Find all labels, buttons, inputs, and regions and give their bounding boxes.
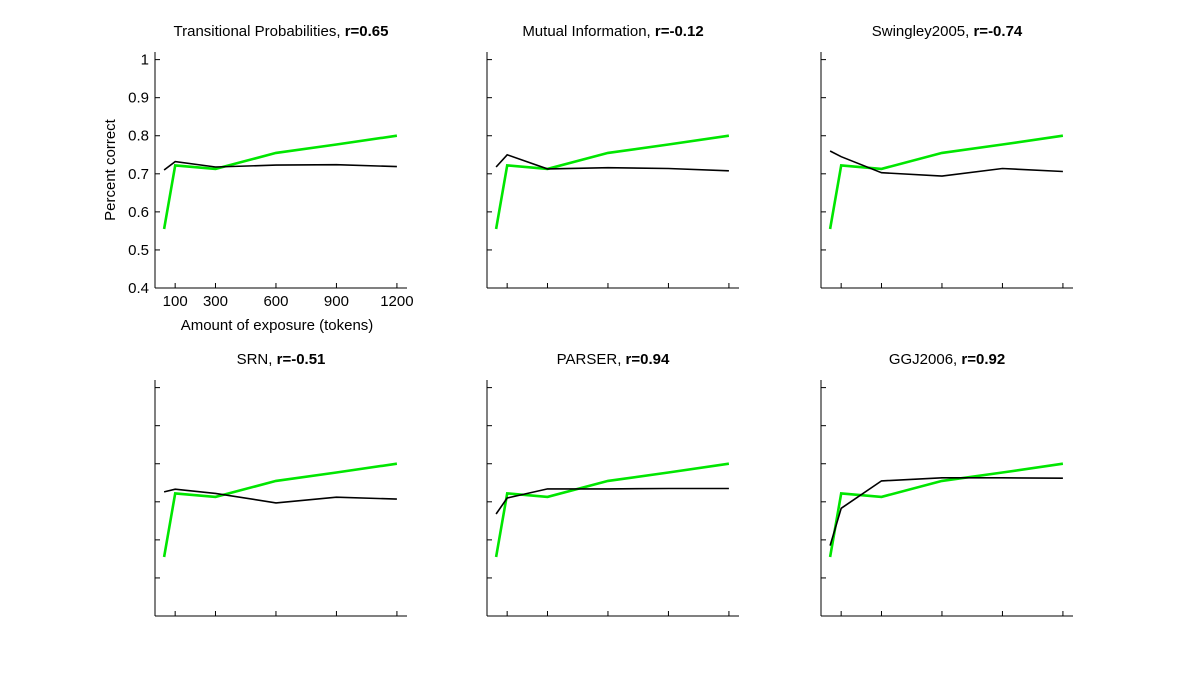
- correlation-value: r=-0.51: [277, 351, 326, 368]
- y-tick-label: 0.6: [128, 204, 149, 221]
- human-line: [494, 134, 730, 230]
- human-line: [162, 134, 398, 230]
- model-line: [163, 160, 397, 171]
- y-tick-label: 0.4: [128, 280, 149, 297]
- model-line: [829, 150, 1063, 177]
- human-line: [494, 462, 730, 558]
- model-line: [163, 488, 397, 504]
- correlation-value: r=0.94: [626, 351, 670, 368]
- y-tick-label: 0.9: [128, 90, 149, 107]
- x-tick-label: 900: [324, 293, 349, 310]
- panel-title-ggj2006: GGJ2006, r=0.92: [889, 351, 1005, 368]
- y-tick-label: 1: [141, 52, 149, 69]
- panel-title-mutual-information: Mutual Information, r=-0.12: [522, 23, 703, 40]
- panel-srn: SRN, r=-0.51: [154, 351, 407, 617]
- panel-title-text: Swingley2005,: [872, 23, 974, 40]
- panel-title-text: SRN,: [237, 351, 277, 368]
- panel-title-parser: PARSER, r=0.94: [557, 351, 670, 368]
- correlation-value: r=0.65: [345, 23, 389, 40]
- model-line: [495, 487, 729, 515]
- x-tick-label: 600: [263, 293, 288, 310]
- human-line: [828, 462, 1064, 558]
- human-line: [162, 462, 398, 558]
- panel-title-swingley2005: Swingley2005, r=-0.74: [872, 23, 1023, 40]
- correlation-value: r=0.92: [961, 351, 1005, 368]
- panel-transitional-probabilities: Transitional Probabilities, r=0.65 0.4 0.5…: [102, 23, 414, 334]
- x-tick-label: 300: [203, 293, 228, 310]
- human-line: [828, 134, 1064, 230]
- y-tick-label: 0.5: [128, 242, 149, 259]
- x-tick-label: 100: [163, 293, 188, 310]
- panel-title-srn: SRN, r=-0.51: [237, 351, 326, 368]
- panel-title-transitional-probabilities: Transitional Probabilities, r=0.65: [174, 23, 389, 40]
- model-line: [829, 476, 1063, 546]
- panel-parser: PARSER, r=0.94: [486, 351, 739, 617]
- panel-mutual-information: Mutual Information, r=-0.12: [486, 23, 739, 289]
- y-tick-label: 0.8: [128, 128, 149, 145]
- panel-swingley2005: Swingley2005, r=-0.74: [820, 23, 1073, 289]
- x-axis-label: Amount of exposure (tokens): [181, 317, 374, 334]
- model-line: [495, 153, 729, 172]
- panel-ggj2006: GGJ2006, r=0.92: [820, 351, 1073, 617]
- correlation-value: r=-0.12: [655, 23, 704, 40]
- panel-title-text: Mutual Information,: [522, 23, 655, 40]
- panel-title-text: GGJ2006,: [889, 351, 962, 368]
- panel-title-text: PARSER,: [557, 351, 626, 368]
- x-tick-label: 1200: [380, 293, 413, 310]
- y-tick-label: 0.7: [128, 166, 149, 183]
- panel-title-text: Transitional Probabilities,: [174, 23, 345, 40]
- y-axis-label: Percent correct: [102, 118, 119, 221]
- correlation-value: r=-0.74: [973, 23, 1022, 40]
